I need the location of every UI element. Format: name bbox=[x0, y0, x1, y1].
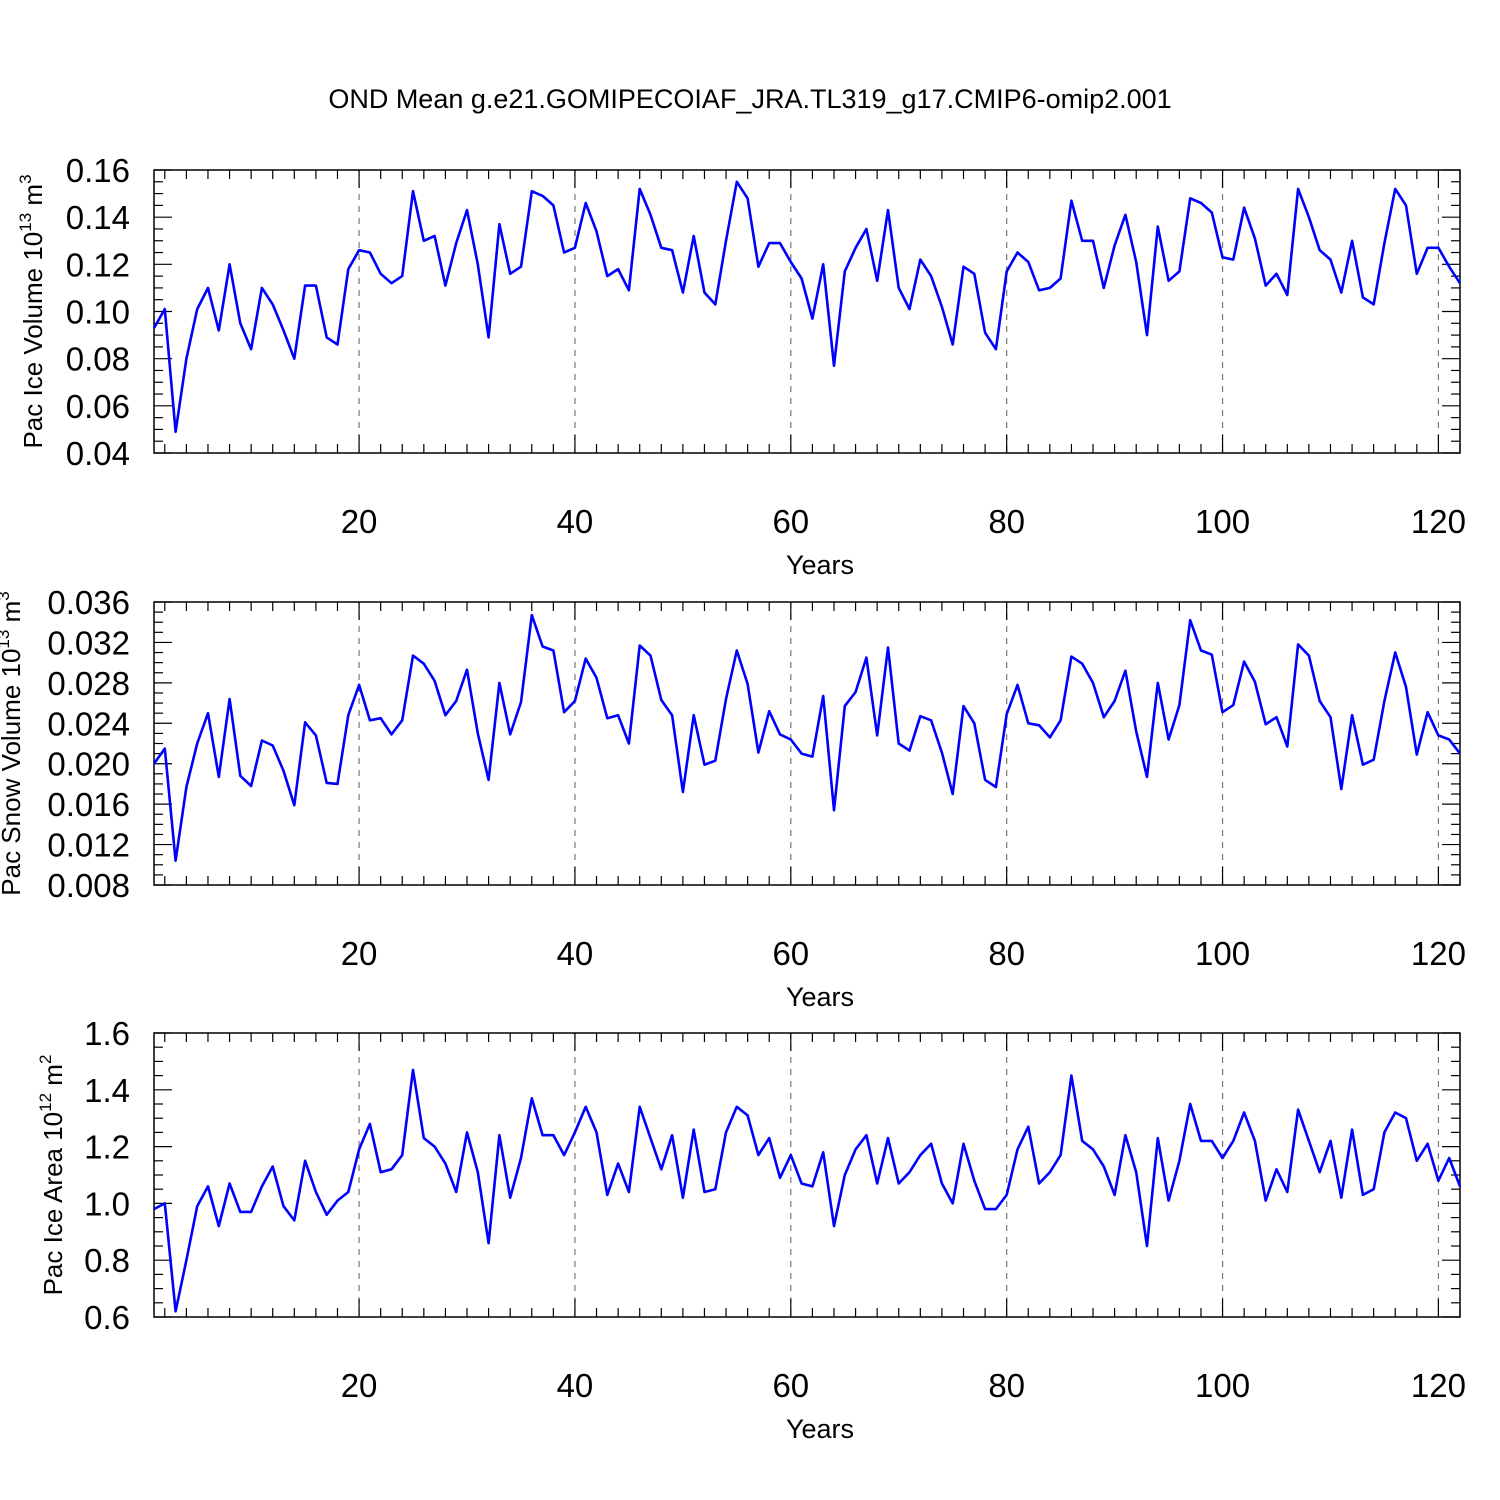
y-tick-label: 0.08 bbox=[66, 341, 130, 378]
y-tick-label: 0.10 bbox=[66, 294, 130, 331]
y-axis-label-part: Pac Ice Area 10 bbox=[38, 1112, 68, 1296]
x-tick-label: 100 bbox=[1195, 1367, 1250, 1404]
y-axis-label: Pac Snow Volume 1013 m3 bbox=[0, 591, 26, 895]
y-tick-label: 1.4 bbox=[84, 1072, 130, 1109]
y-tick-label: 1.0 bbox=[84, 1185, 130, 1222]
x-tick-label: 20 bbox=[341, 935, 378, 972]
y-tick-label: 1.6 bbox=[84, 1015, 130, 1052]
x-tick-label: 40 bbox=[557, 1367, 594, 1404]
y-tick-label: 0.036 bbox=[47, 584, 130, 621]
x-tick-label: 100 bbox=[1195, 935, 1250, 972]
y-tick-label: 0.020 bbox=[47, 746, 130, 783]
y-tick-label: 0.028 bbox=[47, 665, 130, 702]
x-tick-label: 100 bbox=[1195, 503, 1250, 540]
y-tick-label: 0.06 bbox=[66, 388, 130, 425]
y-tick-label: 0.04 bbox=[66, 435, 130, 472]
y-axis-label-superscript: 3 bbox=[0, 591, 13, 600]
y-axis-label-part: m bbox=[0, 601, 26, 630]
plot-frame bbox=[153, 601, 1461, 886]
y-tick-label: 0.12 bbox=[66, 246, 130, 283]
y-tick-label: 0.012 bbox=[47, 827, 130, 864]
plot-frame bbox=[153, 1032, 1461, 1318]
y-axis-label-part: Pac Snow Volume 10 bbox=[0, 649, 26, 896]
x-tick-label: 60 bbox=[772, 1367, 809, 1404]
y-axis-label-superscript: 2 bbox=[36, 1055, 55, 1064]
x-tick-label: 120 bbox=[1411, 1367, 1466, 1404]
y-axis-label: Pac Ice Volume 1013 m3 bbox=[16, 174, 48, 448]
x-tick-label: 40 bbox=[557, 935, 594, 972]
x-tick-label: 40 bbox=[557, 503, 594, 540]
x-tick-label: 80 bbox=[988, 503, 1025, 540]
y-axis-label: Pac Ice Area 1012 m2 bbox=[36, 1055, 68, 1296]
figure-title: OND Mean g.e21.GOMIPECOIAF_JRA.TL319_g17… bbox=[328, 84, 1171, 114]
y-axis-label-superscript: 13 bbox=[16, 213, 35, 232]
y-axis-label-superscript: 3 bbox=[16, 174, 35, 183]
x-tick-label: 80 bbox=[988, 1367, 1025, 1404]
panel-ice-area: 0.6 0.8 1.0 1.2 1.4 1.6 20 40 60 80 100 120 Years Pac… bbox=[36, 1015, 1466, 1444]
y-tick-label: 0.6 bbox=[84, 1299, 130, 1336]
y-tick-label: 0.16 bbox=[66, 152, 130, 189]
x-tick-label: 20 bbox=[341, 1367, 378, 1404]
x-tick-label: 120 bbox=[1411, 935, 1466, 972]
x-tick-label: 120 bbox=[1411, 503, 1466, 540]
x-tick-label: 60 bbox=[772, 935, 809, 972]
y-tick-label: 0.032 bbox=[47, 624, 130, 661]
panel-ice-volume: 0.04 0.06 0.08 0.10 0.12 0.14 0.16 20 40 60 80 100 1… bbox=[16, 152, 1466, 580]
series-line-pac-snow-volume bbox=[152, 613, 1462, 863]
x-axis-label: Years bbox=[786, 1414, 854, 1444]
x-tick-label: 20 bbox=[341, 503, 378, 540]
y-axis-label-part: Pac Ice Volume 10 bbox=[18, 232, 48, 449]
y-axis-label-superscript: 12 bbox=[36, 1093, 55, 1112]
x-tick-label: 60 bbox=[772, 503, 809, 540]
y-axis-label-superscript: 13 bbox=[0, 630, 13, 649]
y-tick-label: 0.016 bbox=[47, 786, 130, 823]
y-axis-label-part: m bbox=[18, 184, 48, 213]
plot-frame bbox=[153, 169, 1461, 454]
y-tick-label: 0.14 bbox=[66, 199, 130, 236]
x-tick-label: 80 bbox=[988, 935, 1025, 972]
y-tick-label: 0.008 bbox=[47, 867, 130, 904]
y-axis-label-part: m bbox=[38, 1064, 68, 1093]
y-tick-label: 1.2 bbox=[84, 1129, 130, 1166]
x-axis-label: Years bbox=[786, 550, 854, 580]
x-axis-label: Years bbox=[786, 982, 854, 1012]
series-line-pac-ice-volume bbox=[152, 180, 1462, 434]
series-line-pac-ice-area bbox=[153, 1068, 1462, 1313]
y-tick-label: 0.024 bbox=[47, 705, 130, 742]
y-tick-label: 0.8 bbox=[84, 1242, 130, 1279]
